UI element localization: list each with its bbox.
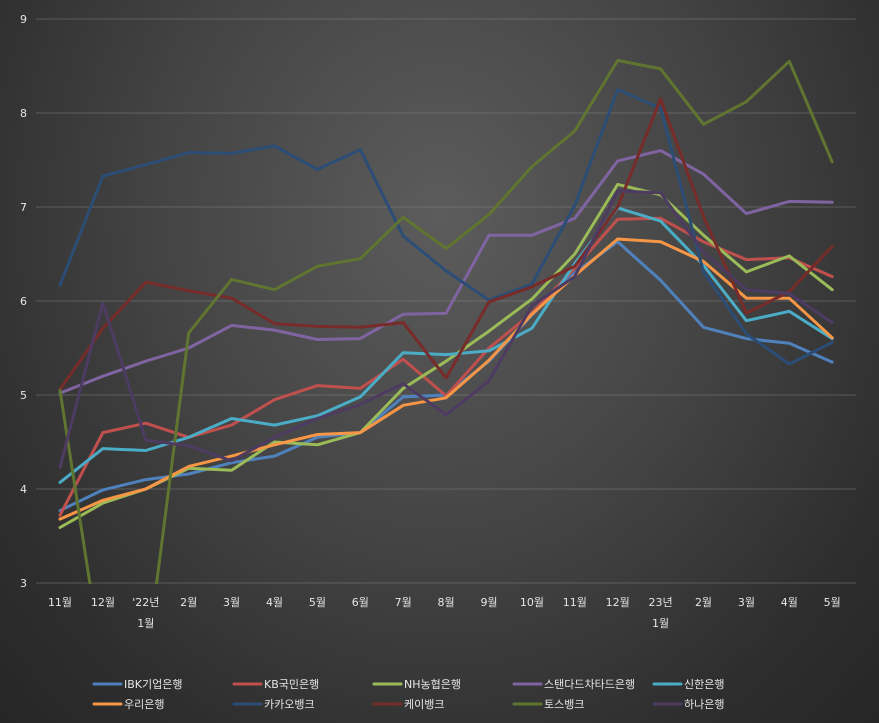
y-tick-label: 7 <box>20 201 27 214</box>
y-axis-labels: 3 4 5 6 7 8 9 <box>20 13 27 590</box>
x-tick-label: 3월 <box>738 596 755 609</box>
series-line-7 <box>58 97 834 391</box>
series-line-8 <box>58 58 834 584</box>
legend-label-5: 우리은행 <box>124 698 164 711</box>
x-tick-label: 12월 <box>606 596 630 609</box>
y-tick-label: 5 <box>20 389 27 402</box>
y-tick-label: 4 <box>20 483 27 496</box>
legend-label-7: 케이뱅크 <box>404 698 444 711</box>
y-tick-label: 8 <box>20 107 27 120</box>
x-tick-label: 12월 <box>91 596 115 609</box>
y-tick-label: 3 <box>20 577 27 590</box>
y-tick-label: 9 <box>20 13 27 26</box>
legend-label-9: 하나은행 <box>684 697 724 711</box>
series-line-6 <box>58 88 834 366</box>
x-tick-label: '22년 <box>132 596 159 609</box>
x-tick-label: 6월 <box>352 596 369 609</box>
x-tick-label: 4월 <box>266 596 283 609</box>
x-tick-label: 1월 <box>652 617 669 630</box>
x-tick-label: 11월 <box>563 596 587 609</box>
series-line-9 <box>58 189 834 469</box>
x-tick-label: 3월 <box>223 596 240 609</box>
x-tick-label: 23년 <box>649 596 673 609</box>
x-tick-label: 5월 <box>824 596 841 609</box>
x-tick-label: 10월 <box>520 596 544 609</box>
x-tick-label: 11월 <box>48 596 72 609</box>
series-line-5 <box>58 237 834 521</box>
x-tick-label: 4월 <box>781 596 798 609</box>
x-tick-label: 2월 <box>695 596 712 609</box>
x-tick-label: 5월 <box>309 596 326 609</box>
x-tick-label: 9월 <box>480 596 497 609</box>
y-tick-label: 6 <box>20 295 27 308</box>
x-tick-label: 8월 <box>438 596 455 609</box>
legend-label-3: 스탠다드차타드은행 <box>544 678 635 691</box>
series-lines <box>58 58 834 584</box>
series-line-2 <box>58 182 834 529</box>
series-line-3 <box>58 149 834 395</box>
legend-label-8: 토스뱅크 <box>544 698 584 711</box>
x-tick-label: 7월 <box>395 596 412 609</box>
legend-label-2: NH농협은행 <box>404 678 461 691</box>
x-axis-labels: 11월 12월 '22년 1월 2월 3월 4월 5월 6월 7월 8월 9월 10월 11월 12월 23년… <box>48 596 841 630</box>
x-tick-label: 2월 <box>180 596 197 609</box>
legend-label-6: 카카오뱅크 <box>264 698 315 711</box>
legend-label-0: IBK기업은행 <box>124 678 182 691</box>
legend-label-1: KB국민은행 <box>264 678 319 691</box>
legend-label-4: 신한은행 <box>684 678 724 691</box>
series-line-4 <box>58 206 834 484</box>
x-tick-label: 1월 <box>137 617 154 630</box>
